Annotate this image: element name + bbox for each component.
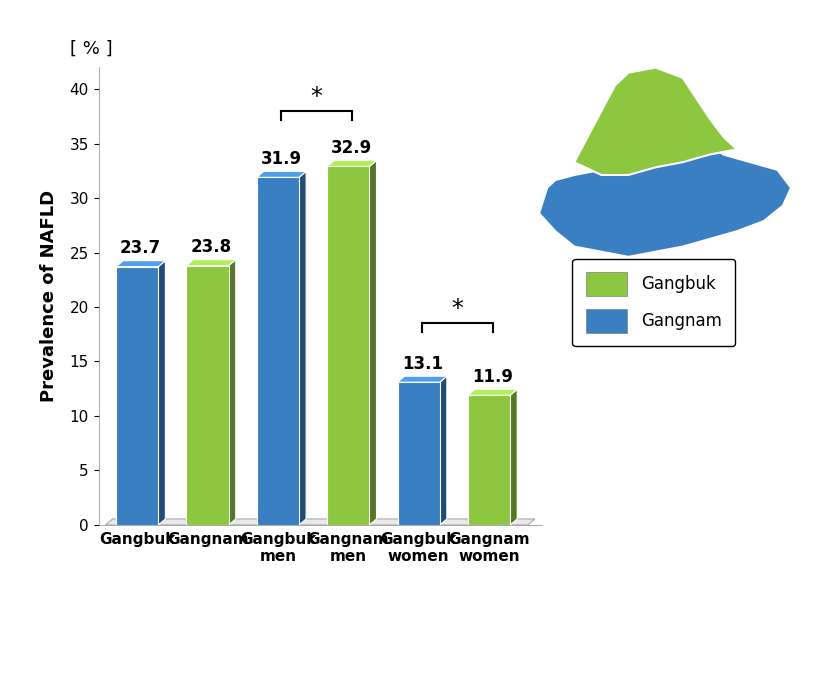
Bar [397, 382, 440, 525]
Text: 31.9: 31.9 [261, 150, 302, 168]
Bar [328, 166, 369, 525]
Bar [186, 266, 229, 525]
Text: 23.7: 23.7 [120, 240, 162, 258]
Text: 32.9: 32.9 [331, 139, 373, 157]
Polygon shape [116, 260, 165, 267]
Bar [116, 267, 158, 525]
Y-axis label: Prevalence of NAFLD: Prevalence of NAFLD [40, 190, 58, 402]
Polygon shape [539, 144, 791, 257]
Polygon shape [299, 172, 306, 525]
Text: [ % ]: [ % ] [70, 40, 112, 58]
Text: *: * [452, 297, 463, 321]
Polygon shape [229, 260, 236, 525]
Polygon shape [328, 160, 377, 166]
Polygon shape [397, 376, 447, 382]
Text: 23.8: 23.8 [190, 238, 232, 256]
Polygon shape [186, 260, 236, 266]
Polygon shape [440, 376, 447, 525]
Polygon shape [257, 172, 306, 178]
Polygon shape [158, 260, 165, 525]
Bar [257, 178, 299, 525]
Polygon shape [106, 519, 534, 525]
Polygon shape [510, 389, 517, 525]
Text: 11.9: 11.9 [472, 368, 513, 386]
Legend: Gangbuk, Gangnam: Gangbuk, Gangnam [572, 258, 735, 346]
Polygon shape [575, 67, 737, 175]
Text: *: * [310, 85, 323, 109]
Polygon shape [468, 389, 517, 395]
Polygon shape [369, 160, 377, 525]
Bar [468, 395, 510, 525]
Text: 13.1: 13.1 [401, 355, 443, 373]
